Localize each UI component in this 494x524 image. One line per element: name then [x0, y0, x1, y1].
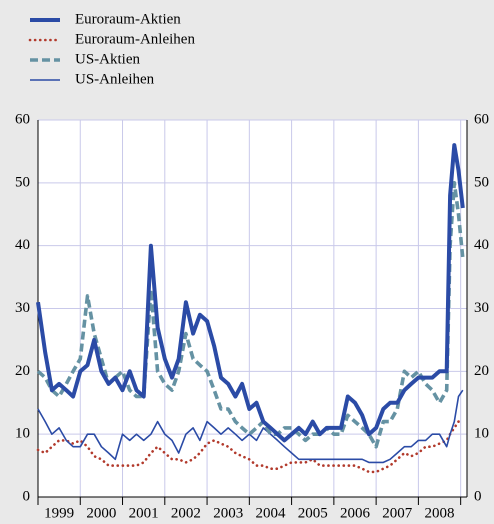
- x-tick-label: 2006: [340, 505, 371, 521]
- y2-tick-label: 10: [474, 426, 489, 442]
- series-line: [36, 420, 465, 474]
- x-tick-label: 2008: [425, 505, 455, 521]
- y-tick-label: 50: [15, 174, 30, 190]
- y2-tick-label: 60: [474, 111, 489, 127]
- legend-label: Euroraum-Anleihen: [75, 31, 195, 47]
- series-line: [36, 143, 465, 443]
- y2-tick-label: 20: [474, 363, 489, 379]
- legend-label: US-Aktien: [75, 51, 140, 67]
- y-tick-label: 60: [15, 111, 30, 127]
- x-tick-label: 2002: [171, 505, 201, 521]
- legend-label: US-Anleihen: [75, 71, 155, 87]
- x-tick-label: 2003: [213, 505, 243, 521]
- y2-tick-label: 40: [474, 237, 489, 253]
- legend-label: Euroraum-Aktien: [75, 11, 181, 27]
- y-tick-label: 0: [23, 488, 31, 504]
- y-tick-label: 20: [15, 363, 30, 379]
- y-tick-label: 30: [15, 300, 30, 316]
- y2-tick-label: 50: [474, 174, 489, 190]
- x-tick-label: 2004: [255, 505, 286, 521]
- y-tick-label: 10: [15, 426, 30, 442]
- x-tick-label: 2005: [298, 505, 328, 521]
- y2-tick-label: 0: [474, 488, 482, 504]
- x-tick-label: 2007: [382, 505, 413, 521]
- x-tick-label: 2000: [86, 505, 116, 521]
- x-tick-label: 1999: [44, 505, 74, 521]
- series-line: [37, 389, 464, 464]
- x-tick-label: 2001: [129, 505, 159, 521]
- y-tick-label: 40: [15, 237, 30, 253]
- y2-tick-label: 30: [474, 300, 489, 316]
